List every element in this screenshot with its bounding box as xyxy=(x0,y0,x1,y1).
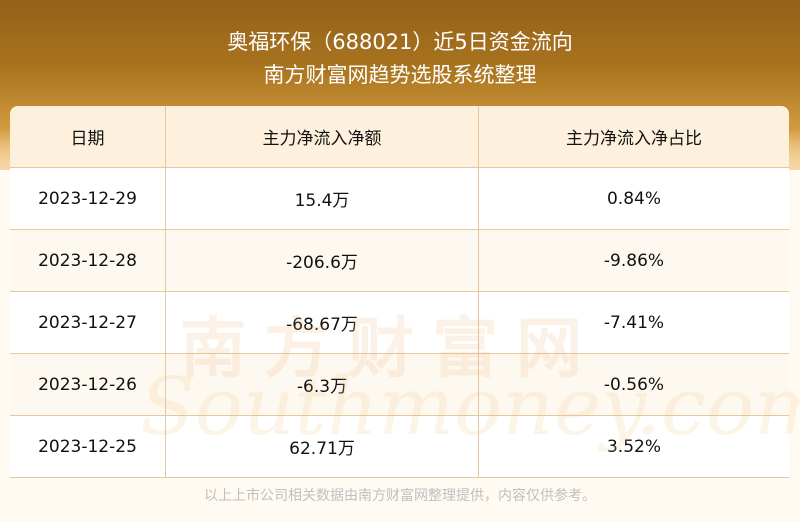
ratio-cell: -0.56% xyxy=(478,354,789,415)
column-header-date: 日期 xyxy=(70,129,105,149)
ratio-cell: 3.52% xyxy=(478,416,789,477)
table-row: 2023-12-26 -6.3万 -0.56% xyxy=(10,353,789,415)
column-header-amount: 主力净流入净额 xyxy=(165,106,478,167)
column-header-ratio: 主力净流入净占比 xyxy=(478,106,789,167)
page-title: 奥福环保（688021）近5日资金流向 xyxy=(227,30,573,54)
table-row: 2023-12-27 -68.67万 -7.41% xyxy=(10,291,789,353)
amount-cell: 62.71万 xyxy=(165,416,478,477)
date-cell: 2023-12-27 xyxy=(38,312,137,333)
ratio-cell: 0.84% xyxy=(478,168,789,229)
date-cell: 2023-12-25 xyxy=(38,436,137,457)
table-row: 2023-12-29 15.4万 0.84% xyxy=(10,167,789,229)
amount-cell: -6.3万 xyxy=(165,354,478,415)
ratio-cell: -9.86% xyxy=(478,230,789,291)
footer-note: 以上上市公司相关数据由南方财富网整理提供，内容仅供参考。 xyxy=(204,488,596,504)
amount-cell: -206.6万 xyxy=(165,230,478,291)
date-cell: 2023-12-29 xyxy=(38,188,137,209)
date-cell: 2023-12-28 xyxy=(38,250,137,271)
page-subtitle: 南方财富网趋势选股系统整理 xyxy=(263,63,537,87)
fund-flow-table: 日期 主力净流入净额 主力净流入净占比 2023-12-29 15.4万 0.8… xyxy=(10,106,789,478)
ratio-cell: -7.41% xyxy=(478,292,789,353)
table-row: 2023-12-25 62.71万 3.52% xyxy=(10,415,789,477)
amount-cell: 15.4万 xyxy=(165,168,478,229)
date-cell: 2023-12-26 xyxy=(38,374,137,395)
table-header: 日期 主力净流入净额 主力净流入净占比 xyxy=(10,106,789,167)
amount-cell: -68.67万 xyxy=(165,292,478,353)
table-row: 2023-12-28 -206.6万 -9.86% xyxy=(10,229,789,291)
